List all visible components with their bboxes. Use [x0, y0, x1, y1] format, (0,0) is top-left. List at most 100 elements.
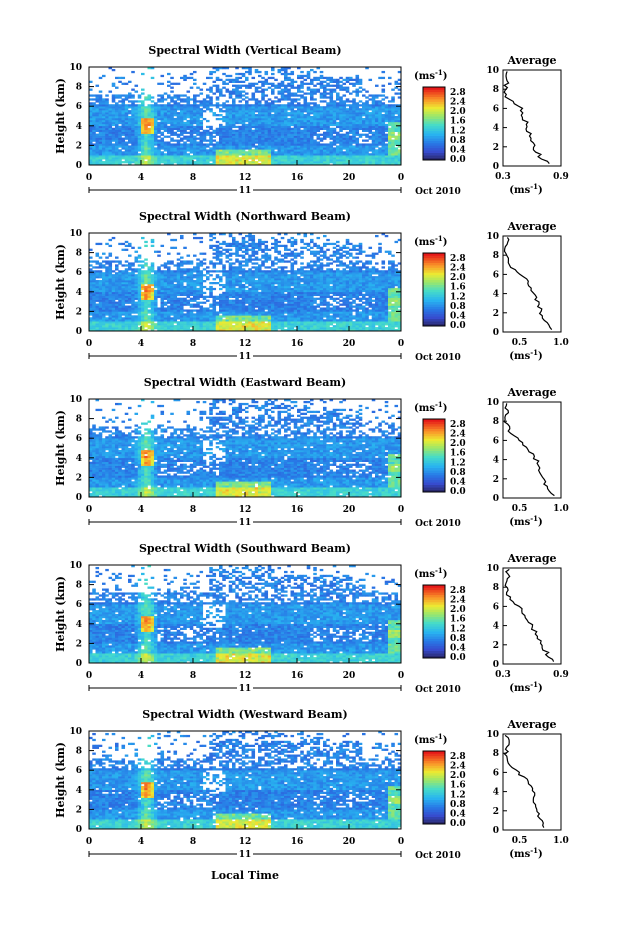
heatmap-cell — [271, 82, 275, 85]
heatmap-cell — [111, 282, 116, 285]
heatmap-cell — [375, 155, 379, 158]
heatmap-cell — [167, 305, 171, 308]
heatmap-cell — [121, 157, 126, 160]
heatmap-cell — [267, 141, 272, 144]
heatmap-cell — [160, 293, 165, 297]
heatmap-cell — [186, 145, 191, 148]
heatmap-cell — [121, 117, 126, 121]
heatmap-cell — [199, 153, 204, 156]
heatmap-cell — [92, 327, 96, 330]
heatmap-cell — [219, 315, 223, 318]
heatmap-cell — [355, 110, 360, 113]
heatmap-cell — [209, 135, 213, 138]
heatmap-cell — [124, 147, 129, 150]
heatmap-cell — [134, 276, 139, 279]
heatmap-cell — [183, 129, 187, 132]
heatmap-cell — [212, 149, 217, 152]
heatmap-cell — [300, 131, 304, 134]
heatmap-cell — [339, 112, 343, 115]
heatmap-cell — [144, 135, 148, 138]
heatmap-cell — [202, 309, 207, 312]
heatmap-cell — [154, 106, 158, 109]
heatmap-cell — [287, 102, 291, 105]
heatmap-cell — [397, 141, 402, 144]
heatmap-cell — [391, 100, 395, 103]
heatmap-cell — [202, 104, 207, 107]
heatmap-cell — [261, 155, 265, 158]
heatmap-cell — [180, 98, 184, 101]
heatmap-cell — [105, 116, 109, 119]
heatmap-cell — [267, 143, 272, 146]
heatmap-cell — [183, 323, 187, 326]
heatmap-cell — [371, 108, 376, 111]
heatmap-cell — [342, 151, 347, 154]
heatmap-cell — [329, 141, 334, 144]
heatmap-cell — [131, 119, 135, 123]
heatmap-cell — [157, 295, 161, 298]
heatmap-cell — [222, 127, 226, 131]
heatmap-cell — [313, 78, 317, 82]
heatmap-cell — [222, 119, 226, 123]
heatmap-cell — [287, 125, 291, 129]
heatmap-cell — [115, 268, 119, 271]
heatmap-cell — [336, 123, 340, 127]
heatmap-cell — [290, 131, 295, 134]
heatmap-cell — [115, 327, 119, 330]
heatmap-cell — [108, 260, 113, 263]
heatmap-cell — [267, 119, 272, 123]
heatmap-cell — [144, 117, 148, 121]
heatmap-cell — [89, 88, 93, 91]
heatmap-cell — [254, 114, 259, 117]
heatmap-cell — [248, 145, 252, 148]
heatmap-cell — [238, 84, 243, 87]
heatmap-cell — [111, 82, 116, 85]
heatmap-cell — [95, 151, 100, 154]
heatmap-cell — [284, 84, 288, 87]
heatmap-cell — [154, 161, 158, 164]
heatmap-cell — [251, 121, 256, 125]
heatmap-cell — [176, 117, 181, 121]
heatmap-cell — [206, 108, 210, 111]
heatmap-cell — [267, 125, 272, 129]
heatmap-cell — [154, 327, 158, 330]
heatmap-cell — [225, 141, 230, 144]
heatmap-cell — [339, 123, 343, 127]
heatmap-cell — [163, 125, 168, 129]
heatmap-cell — [261, 131, 265, 134]
heatmap-cell — [319, 108, 324, 111]
heatmap-cell — [375, 141, 379, 144]
heatmap-cell — [235, 159, 239, 162]
heatmap-cell — [352, 141, 356, 144]
heatmap-cell — [196, 94, 200, 97]
heatmap-cell — [102, 315, 106, 318]
heatmap-cell — [271, 121, 275, 125]
heatmap-cell — [381, 145, 386, 148]
heatmap-cell — [323, 112, 327, 115]
heatmap-cell — [235, 92, 239, 95]
heatmap-cell — [163, 280, 168, 283]
heatmap-cell — [180, 145, 184, 148]
heatmap-cell — [388, 117, 392, 121]
heatmap-cell — [134, 256, 139, 259]
heatmap-cell — [180, 153, 184, 156]
heatmap-cell — [280, 90, 285, 93]
heatmap-cell — [358, 143, 363, 146]
heatmap-cell — [186, 309, 191, 312]
heatmap-cell — [362, 121, 366, 125]
heatmap-cell — [180, 293, 184, 297]
heatmap-cell — [251, 98, 256, 101]
heatmap-cell — [111, 325, 116, 328]
heatmap-cell — [228, 285, 233, 289]
heatmap-cell — [254, 70, 259, 74]
heatmap-cell — [180, 125, 184, 129]
heatmap-cell — [141, 317, 145, 320]
heatmap-cell — [180, 256, 184, 259]
heatmap-cell — [167, 321, 171, 324]
heatmap-cell — [245, 110, 249, 113]
colorbar-tick-label: 0.4 — [450, 145, 466, 155]
heatmap-cell — [212, 147, 217, 150]
heatmap-cell — [170, 305, 174, 308]
heatmap-cell — [131, 274, 135, 277]
heatmap-cell — [297, 86, 301, 89]
heatmap-cell — [264, 121, 269, 125]
